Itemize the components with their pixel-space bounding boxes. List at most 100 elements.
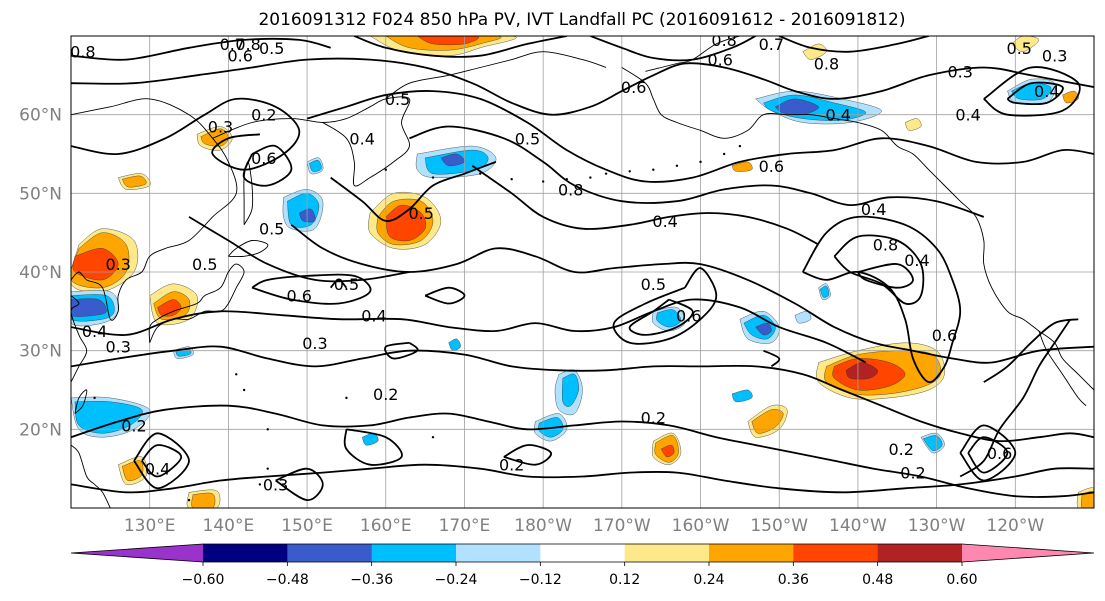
contour-line-1	[71, 38, 331, 61]
contour-line-18	[71, 404, 1094, 498]
contour-label: 0.6	[227, 47, 252, 66]
contour-label: 0.4	[349, 129, 374, 148]
contour-line-17	[71, 345, 1094, 443]
island-dot-15	[266, 467, 269, 470]
island-dot-19	[235, 373, 238, 376]
colorbar-bin-9	[877, 544, 963, 562]
coastline-layer	[71, 36, 1094, 508]
shaded-patch-8	[157, 299, 182, 317]
island-dot-10	[479, 172, 482, 175]
colorbar-tick-label: 0.24	[693, 572, 724, 588]
colorbar-tick-label: 0.36	[778, 572, 809, 588]
contour-label: 0.4	[145, 460, 170, 479]
contour-label: 0.6	[676, 306, 701, 325]
contour-label: 0.3	[1042, 47, 1067, 66]
island-dot-9	[431, 176, 435, 179]
colorbar-tick-label: 0.60	[946, 572, 977, 588]
shaded-patch-58	[1011, 36, 1040, 52]
contour-line-14	[71, 298, 867, 364]
latitude-label: 40°N	[19, 263, 62, 283]
contour-line-6	[242, 144, 293, 187]
colorbar-tick-label: −0.48	[266, 572, 309, 588]
contour-line-16	[628, 298, 694, 336]
contour-label: 0.2	[641, 409, 666, 428]
longitude-label: 130°E	[124, 516, 176, 536]
colorbar-tick-label: 0.48	[862, 572, 893, 588]
shaded-patch-47	[922, 435, 943, 451]
shaded-anomaly-layer	[71, 36, 1094, 508]
contour-line-7	[306, 90, 1094, 183]
lat-lon-gridlines	[71, 36, 1094, 508]
longitude-label: 170°E	[439, 516, 491, 536]
contour-label: 0.8	[711, 31, 736, 50]
colorbar-extend-min	[71, 544, 203, 562]
contour-line-35	[343, 428, 403, 466]
island-dot-12	[541, 180, 545, 183]
colorbar-bin-7	[709, 544, 794, 562]
pv-contour-lines	[71, 36, 1094, 501]
contour-label: 0.8	[558, 180, 583, 199]
colorbar-bin-5	[540, 544, 626, 562]
contour-line-28	[959, 318, 1072, 478]
contour-line-3	[590, 36, 757, 62]
shaded-patch-55	[191, 492, 216, 508]
contour-label: 0.4	[652, 212, 677, 231]
contour-line-36	[503, 444, 552, 466]
contour-label: 0.4	[826, 106, 851, 125]
contour-line-23	[959, 424, 1017, 482]
island-dot-1	[604, 172, 608, 175]
colorbar-bin-1	[203, 544, 288, 562]
island-dot-16	[258, 483, 262, 486]
contour-label: 0.5	[641, 275, 666, 294]
contour-label: 0.5	[259, 220, 284, 239]
colorbar-tick-label: −0.60	[182, 572, 225, 588]
shaded-patch-57	[1081, 491, 1094, 508]
coast-korea-china	[71, 295, 88, 384]
contour-line-2	[353, 36, 567, 58]
contour-label: 0.5	[334, 275, 359, 294]
contour-line-33	[330, 279, 348, 289]
contour-label: 0.5	[385, 90, 410, 109]
shaded-patch-69	[448, 338, 461, 351]
island-dot-5	[699, 160, 702, 164]
colorbar-bin-2	[287, 544, 373, 562]
contour-line-9	[471, 165, 820, 246]
contour-line-31	[384, 341, 419, 360]
contour-label: 0.8	[70, 43, 95, 62]
island-dot-6	[722, 152, 726, 156]
shaded-patch-11	[71, 298, 107, 317]
contour-line-8	[409, 125, 985, 218]
colorbar-tick-label: −0.12	[519, 572, 562, 588]
contour-line-5	[71, 97, 301, 171]
contour-label: 0.6	[987, 444, 1012, 463]
shaded-patch-65	[794, 311, 812, 324]
shaded-patch-62	[309, 159, 322, 172]
coast-japan	[148, 263, 245, 344]
map-plot-area: 0.70.80.6 0.50.80.50.40.30.20.60.50.50.50…	[70, 31, 1094, 508]
coast-okhotsk-kamchatka	[212, 96, 411, 187]
contour-label: 0.4	[82, 322, 107, 341]
contour-label: 0.3	[105, 255, 130, 274]
contour-line-34	[763, 349, 781, 368]
colorbar-extend-max	[962, 544, 1094, 562]
contour-line-12	[188, 216, 410, 283]
contour-line-20	[141, 444, 183, 478]
contour-label: 0.4	[861, 200, 886, 219]
coast-chukotka	[385, 51, 607, 100]
shaded-patch-51	[121, 175, 147, 188]
colorbar-tick-label: 0.12	[609, 572, 640, 588]
coast-hokkaido	[228, 239, 269, 258]
contour-label: 0.6	[707, 51, 732, 70]
longitude-label: 120°W	[986, 516, 1044, 536]
contour-label: 0.2	[900, 464, 925, 483]
island-dot-0	[589, 176, 592, 179]
contour-label: 0.4	[904, 251, 929, 270]
island-dot-18	[345, 396, 348, 400]
contour-label: 0.6	[932, 326, 957, 345]
contour-label: 0.2	[373, 385, 398, 404]
contour-line-13	[251, 273, 372, 305]
island-dot-21	[93, 396, 96, 400]
contour-line-4	[778, 36, 929, 53]
colorbar-bin-3	[371, 544, 457, 562]
